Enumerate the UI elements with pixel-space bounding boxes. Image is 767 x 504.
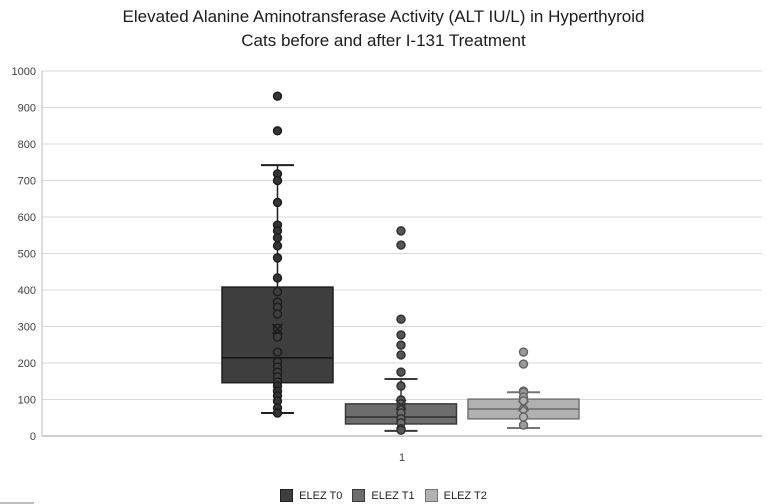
data-point-elez-t1 (396, 381, 406, 391)
x-tick-label: 1 (399, 452, 405, 464)
legend-label-t2: ELEZ T2 (443, 489, 487, 502)
data-point-elez-t0 (272, 332, 283, 342)
y-tick-label: 600 (18, 212, 36, 224)
data-point-elez-t1 (396, 240, 406, 250)
data-point-elez-t0 (272, 309, 283, 319)
legend-label-t1: ELEZ T1 (371, 489, 415, 502)
data-point-elez-t0 (272, 273, 283, 283)
y-tick-label: 400 (18, 285, 36, 297)
data-point-elez-t0 (272, 241, 283, 251)
data-point-elez-t1 (396, 226, 406, 236)
legend-label-t0: ELEZ T0 (299, 489, 343, 502)
data-point-elez-t0 (272, 287, 283, 297)
data-point-elez-t1 (396, 350, 406, 360)
chart-title-line2: Cats before and after I-131 Treatment (241, 31, 526, 50)
bottom-edge-line (0, 502, 34, 504)
data-point-elez-t0 (272, 126, 283, 136)
data-point-elez-t1 (396, 330, 406, 340)
data-point-elez-t2 (518, 420, 529, 430)
y-tick-label: 0 (30, 431, 36, 443)
mean-marker-elez-t2 (517, 400, 530, 412)
data-point-elez-t0 (272, 253, 283, 263)
data-point-elez-t0 (272, 408, 283, 418)
data-point-elez-t1 (396, 314, 406, 324)
data-point-elez-t2 (518, 359, 529, 369)
data-point-elez-t0 (272, 233, 283, 243)
y-tick-label: 800 (18, 139, 36, 151)
legend-item-t0: ELEZ T0 (280, 489, 342, 502)
data-point-elez-t0 (272, 175, 283, 186)
data-point-elez-t2 (518, 347, 529, 357)
y-tick-label: 1000 (12, 66, 36, 78)
legend: ELEZ T0 ELEZ T1 ELEZ T2 (0, 489, 767, 502)
data-point-elez-t1 (396, 425, 406, 435)
legend-item-t2: ELEZ T2 (424, 489, 487, 502)
y-tick-label: 300 (18, 322, 36, 334)
data-point-elez-t1 (396, 340, 406, 350)
y-tick-label: 500 (18, 249, 36, 261)
legend-swatch-t2 (424, 489, 438, 502)
mean-marker-elez-t1 (395, 399, 407, 411)
data-point-elez-t0 (272, 347, 283, 357)
data-point-elez-t0 (272, 91, 283, 101)
chart-title-line1: Elevated Alanine Aminotransferase Activi… (122, 7, 645, 26)
y-tick-label: 900 (18, 103, 36, 115)
mean-marker-elez-t0 (271, 323, 284, 335)
legend-item-t1: ELEZ T1 (352, 489, 415, 502)
data-point-elez-t1 (396, 367, 406, 377)
y-tick-label: 200 (18, 358, 36, 370)
y-tick-label: 700 (18, 176, 36, 188)
y-tick-label: 100 (18, 395, 36, 407)
data-point-elez-t2 (518, 412, 529, 422)
data-point-elez-t0 (272, 197, 283, 208)
chart-title: Elevated Alanine Aminotransferase Activi… (0, 5, 767, 53)
legend-swatch-t0 (280, 489, 294, 502)
legend-swatch-t1 (352, 489, 366, 502)
